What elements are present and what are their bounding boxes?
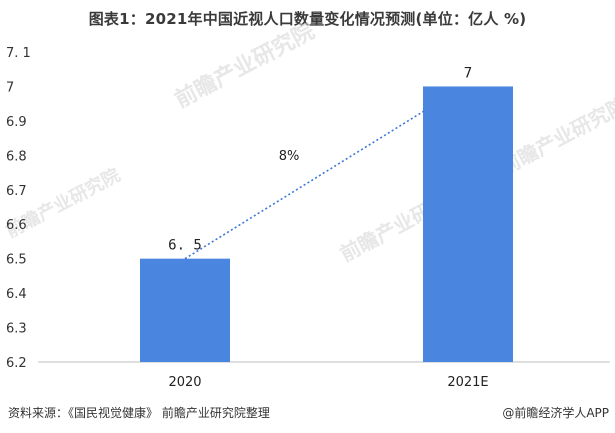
- watermark-text: 前瞻产业研究院: [171, 18, 319, 113]
- growth-trend-line: [184, 109, 426, 260]
- bar-2020: [140, 258, 230, 362]
- source-note: 资料来源：《国民视觉健康》 前瞻产业研究院整理: [8, 406, 270, 420]
- x-tick-label: 2020: [168, 375, 201, 390]
- y-tick-label: 6.2: [6, 356, 27, 371]
- bar-2021e: [423, 86, 513, 362]
- chart-title: 图表1：2021年中国近视人口数量变化情况预测(单位：亿人 %): [88, 10, 527, 28]
- x-tick-label: 2021E: [447, 375, 488, 390]
- growth-rate-label: 8%: [279, 149, 300, 164]
- data-label: 7: [464, 65, 472, 81]
- y-tick-label: 6.5: [6, 253, 27, 268]
- y-tick-label: 7: [6, 80, 14, 95]
- y-tick-label: 6.7: [6, 184, 27, 199]
- y-tick-label: 7. 1: [6, 46, 31, 61]
- brand-credit: @前瞻经济学人APP: [502, 406, 609, 420]
- y-tick-label: 6.6: [6, 218, 27, 233]
- y-tick-label: 6.3: [6, 322, 27, 337]
- bar-series: [140, 86, 513, 362]
- y-tick-label: 6.9: [6, 115, 27, 130]
- labels-group: 6. 5 2020 7 2021E 8%: [168, 65, 489, 390]
- data-label: 6. 5: [168, 238, 202, 254]
- y-tick-label: 6.8: [6, 149, 27, 164]
- watermark-text: 前瞻产业研究院: [496, 92, 615, 179]
- y-axis: 6.2 6.3 6.4 6.5 6.6 6.7 6.8 6.9 7 7. 1: [6, 46, 31, 371]
- trend-line-group: [184, 109, 426, 260]
- y-tick-label: 6.4: [6, 287, 27, 302]
